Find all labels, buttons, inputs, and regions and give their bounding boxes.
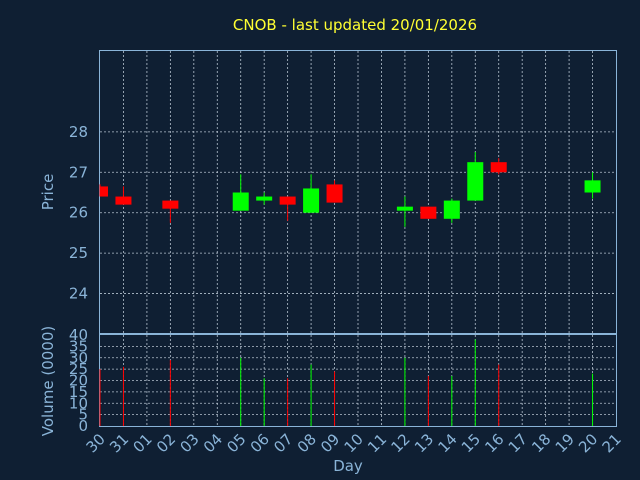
volume-axis-label: Volume (0000) [39, 326, 57, 436]
candle-body [490, 162, 507, 173]
day-tick-label: 20 [575, 430, 601, 456]
candle-body [232, 192, 249, 211]
day-tick-label: 19 [552, 430, 578, 456]
candle-body [467, 162, 484, 201]
candle-31 [115, 186, 132, 205]
volume-tick-label: 0 [78, 417, 88, 435]
volume-tick-label: 35 [69, 337, 88, 355]
day-tick-label: 14 [434, 430, 460, 456]
candle-body [396, 206, 413, 211]
day-tick-label: 01 [130, 430, 156, 456]
candle-13 [420, 206, 437, 219]
day-tick-label: 16 [481, 430, 507, 456]
day-tick-label: 18 [528, 430, 554, 456]
candle-body [443, 200, 460, 219]
volume-tick-label: 30 [69, 349, 88, 367]
candle-body [162, 200, 179, 209]
candle-body [115, 196, 132, 205]
price-candles [99, 152, 601, 227]
candle-30 [99, 184, 108, 197]
volume-tick-label: 40 [69, 326, 88, 344]
volume-tick-label: 5 [78, 406, 88, 424]
candle-02 [162, 200, 179, 223]
price-tick-label: 28 [69, 123, 88, 141]
volume-bars [99, 339, 594, 426]
day-axis-label: Day [333, 457, 363, 475]
candle-body [279, 196, 296, 205]
volume-grid [100, 335, 616, 426]
day-tick-label: 21 [599, 430, 625, 456]
day-tick-label: 31 [106, 430, 132, 456]
candle-body [100, 186, 108, 197]
volume-tick-label: 20 [69, 372, 88, 390]
day-tick-label: 15 [458, 430, 484, 456]
day-tick-label: 17 [505, 430, 531, 456]
candle-14 [443, 198, 460, 223]
candle-08 [303, 174, 320, 213]
candle-body [303, 188, 320, 213]
candle-07 [279, 196, 296, 221]
price-axis-ticks: 24 25 26 27 28 [69, 123, 88, 303]
candle-12 [396, 196, 413, 227]
volume-tick-label: 10 [69, 394, 88, 412]
day-tick-label: 05 [223, 430, 249, 456]
day-tick-label: 12 [388, 430, 414, 456]
price-axis-label: Price [39, 174, 57, 211]
candle-body [326, 184, 343, 203]
day-tick-label: 10 [341, 430, 367, 456]
candle-06 [256, 192, 273, 205]
volume-tick-label: 15 [69, 383, 88, 401]
candle-body [584, 180, 601, 193]
price-tick-label: 27 [69, 163, 88, 181]
day-tick-label: 02 [153, 430, 179, 456]
day-tick-label: 03 [176, 430, 202, 456]
volume-tick-label: 25 [69, 360, 88, 378]
price-tick-label: 26 [69, 204, 88, 222]
candle-body [256, 196, 273, 201]
chart-title: CNOB - last updated 20/01/2026 [233, 16, 477, 34]
price-grid [100, 51, 616, 334]
price-tick-label: 24 [69, 285, 88, 303]
candle-16 [490, 158, 507, 175]
day-tick-label: 07 [270, 430, 296, 456]
candle-05 [232, 174, 249, 211]
day-tick-label: 06 [247, 430, 273, 456]
day-axis-ticks: 3031010203040506070809101112131415161718… [83, 430, 625, 456]
day-tick-label: 08 [294, 430, 320, 456]
price-tick-label: 25 [69, 244, 88, 262]
day-tick-label: 04 [200, 430, 226, 456]
day-tick-label: 13 [411, 430, 437, 456]
day-tick-label: 11 [364, 430, 390, 456]
candle-15 [467, 152, 484, 201]
day-tick-label: 09 [317, 430, 343, 456]
candle-09 [326, 180, 343, 203]
candle-body [420, 206, 437, 219]
candle-20 [584, 172, 601, 199]
